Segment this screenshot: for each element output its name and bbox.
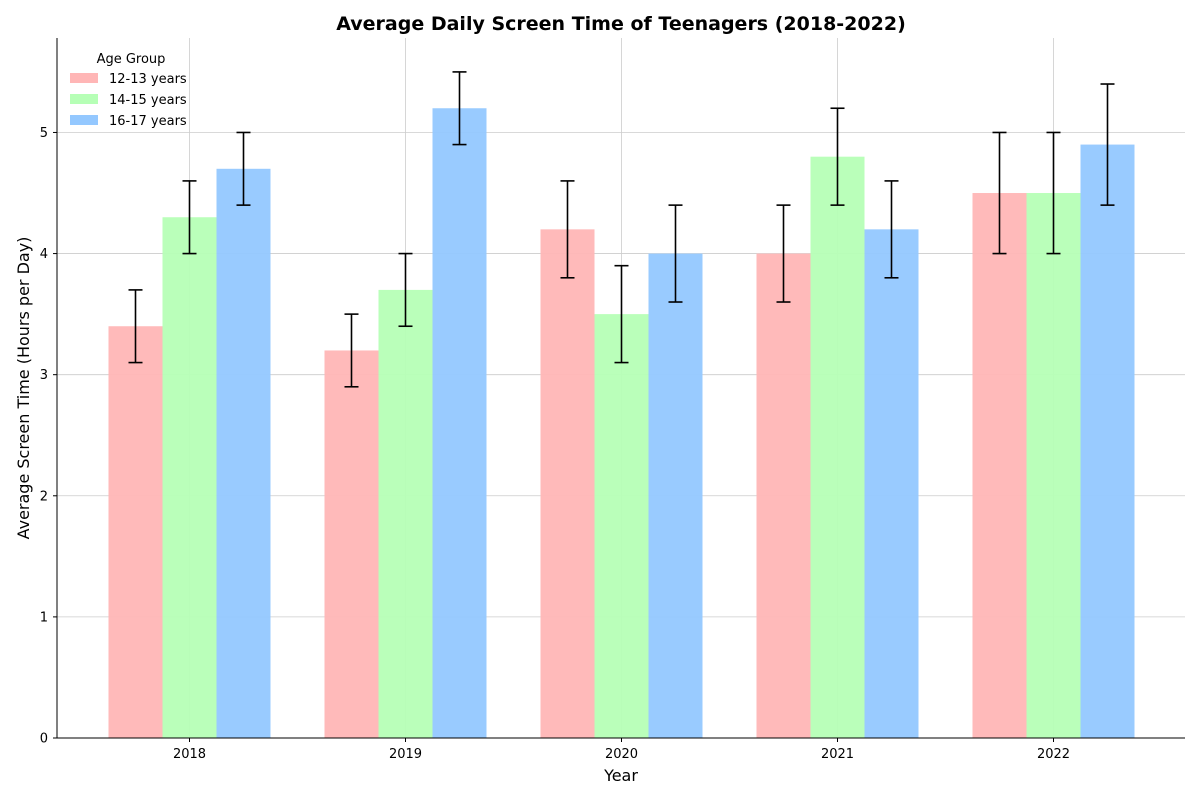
- bar-layer: [108, 108, 1135, 739]
- x-tick-label: 2019: [389, 747, 422, 762]
- x-tick-label: 2020: [605, 747, 638, 762]
- x-axis-label: Year: [603, 766, 638, 785]
- bar-12-13-years-2022: [972, 193, 1027, 738]
- y-axis-label: Average Screen Time (Hours per Day): [14, 237, 33, 540]
- bar-14-15-years-2022: [1026, 193, 1081, 738]
- bar-14-15-years-2019: [378, 289, 433, 738]
- legend-swatch: [70, 115, 98, 125]
- bar-16-17-years-2019: [432, 108, 487, 739]
- bar-14-15-years-2020: [594, 314, 649, 738]
- y-tick-label: 5: [40, 126, 48, 141]
- bar-16-17-years-2018: [216, 168, 271, 739]
- bar-14-15-years-2021: [810, 156, 865, 738]
- legend-label: 16-17 years: [109, 114, 187, 129]
- y-tick-label: 1: [40, 610, 48, 625]
- error-bar-layer: [128, 71, 1115, 388]
- bar-16-17-years-2021: [864, 229, 919, 738]
- bar-16-17-years-2022: [1080, 144, 1135, 738]
- x-tick-label: 2021: [821, 747, 854, 762]
- legend-label: 12-13 years: [109, 72, 187, 87]
- tick-layer: 0 1 2 3 4 5 2018 2019 2020 2021 2022: [40, 126, 1070, 762]
- legend: Age Group 12-13 years 14-15 years 16-17 ye…: [70, 52, 187, 129]
- bar-12-13-years-2020: [540, 229, 595, 738]
- bar-16-17-years-2020: [648, 253, 703, 739]
- bar-14-15-years-2018: [162, 217, 217, 738]
- y-tick-label: 2: [40, 489, 48, 504]
- y-tick-label: 4: [40, 247, 48, 262]
- legend-swatch: [70, 94, 98, 104]
- legend-title: Age Group: [97, 52, 166, 67]
- legend-swatch: [70, 73, 98, 83]
- bar-12-13-years-2019: [324, 350, 379, 738]
- x-tick-label: 2018: [173, 747, 206, 762]
- y-tick-label: 3: [40, 368, 48, 383]
- bar-12-13-years-2021: [756, 253, 811, 739]
- legend-label: 14-15 years: [109, 93, 187, 108]
- y-tick-label: 0: [40, 732, 48, 747]
- bar-12-13-years-2018: [108, 326, 163, 738]
- x-tick-label: 2022: [1037, 747, 1070, 762]
- chart-title: Average Daily Screen Time of Teenagers (…: [336, 13, 906, 35]
